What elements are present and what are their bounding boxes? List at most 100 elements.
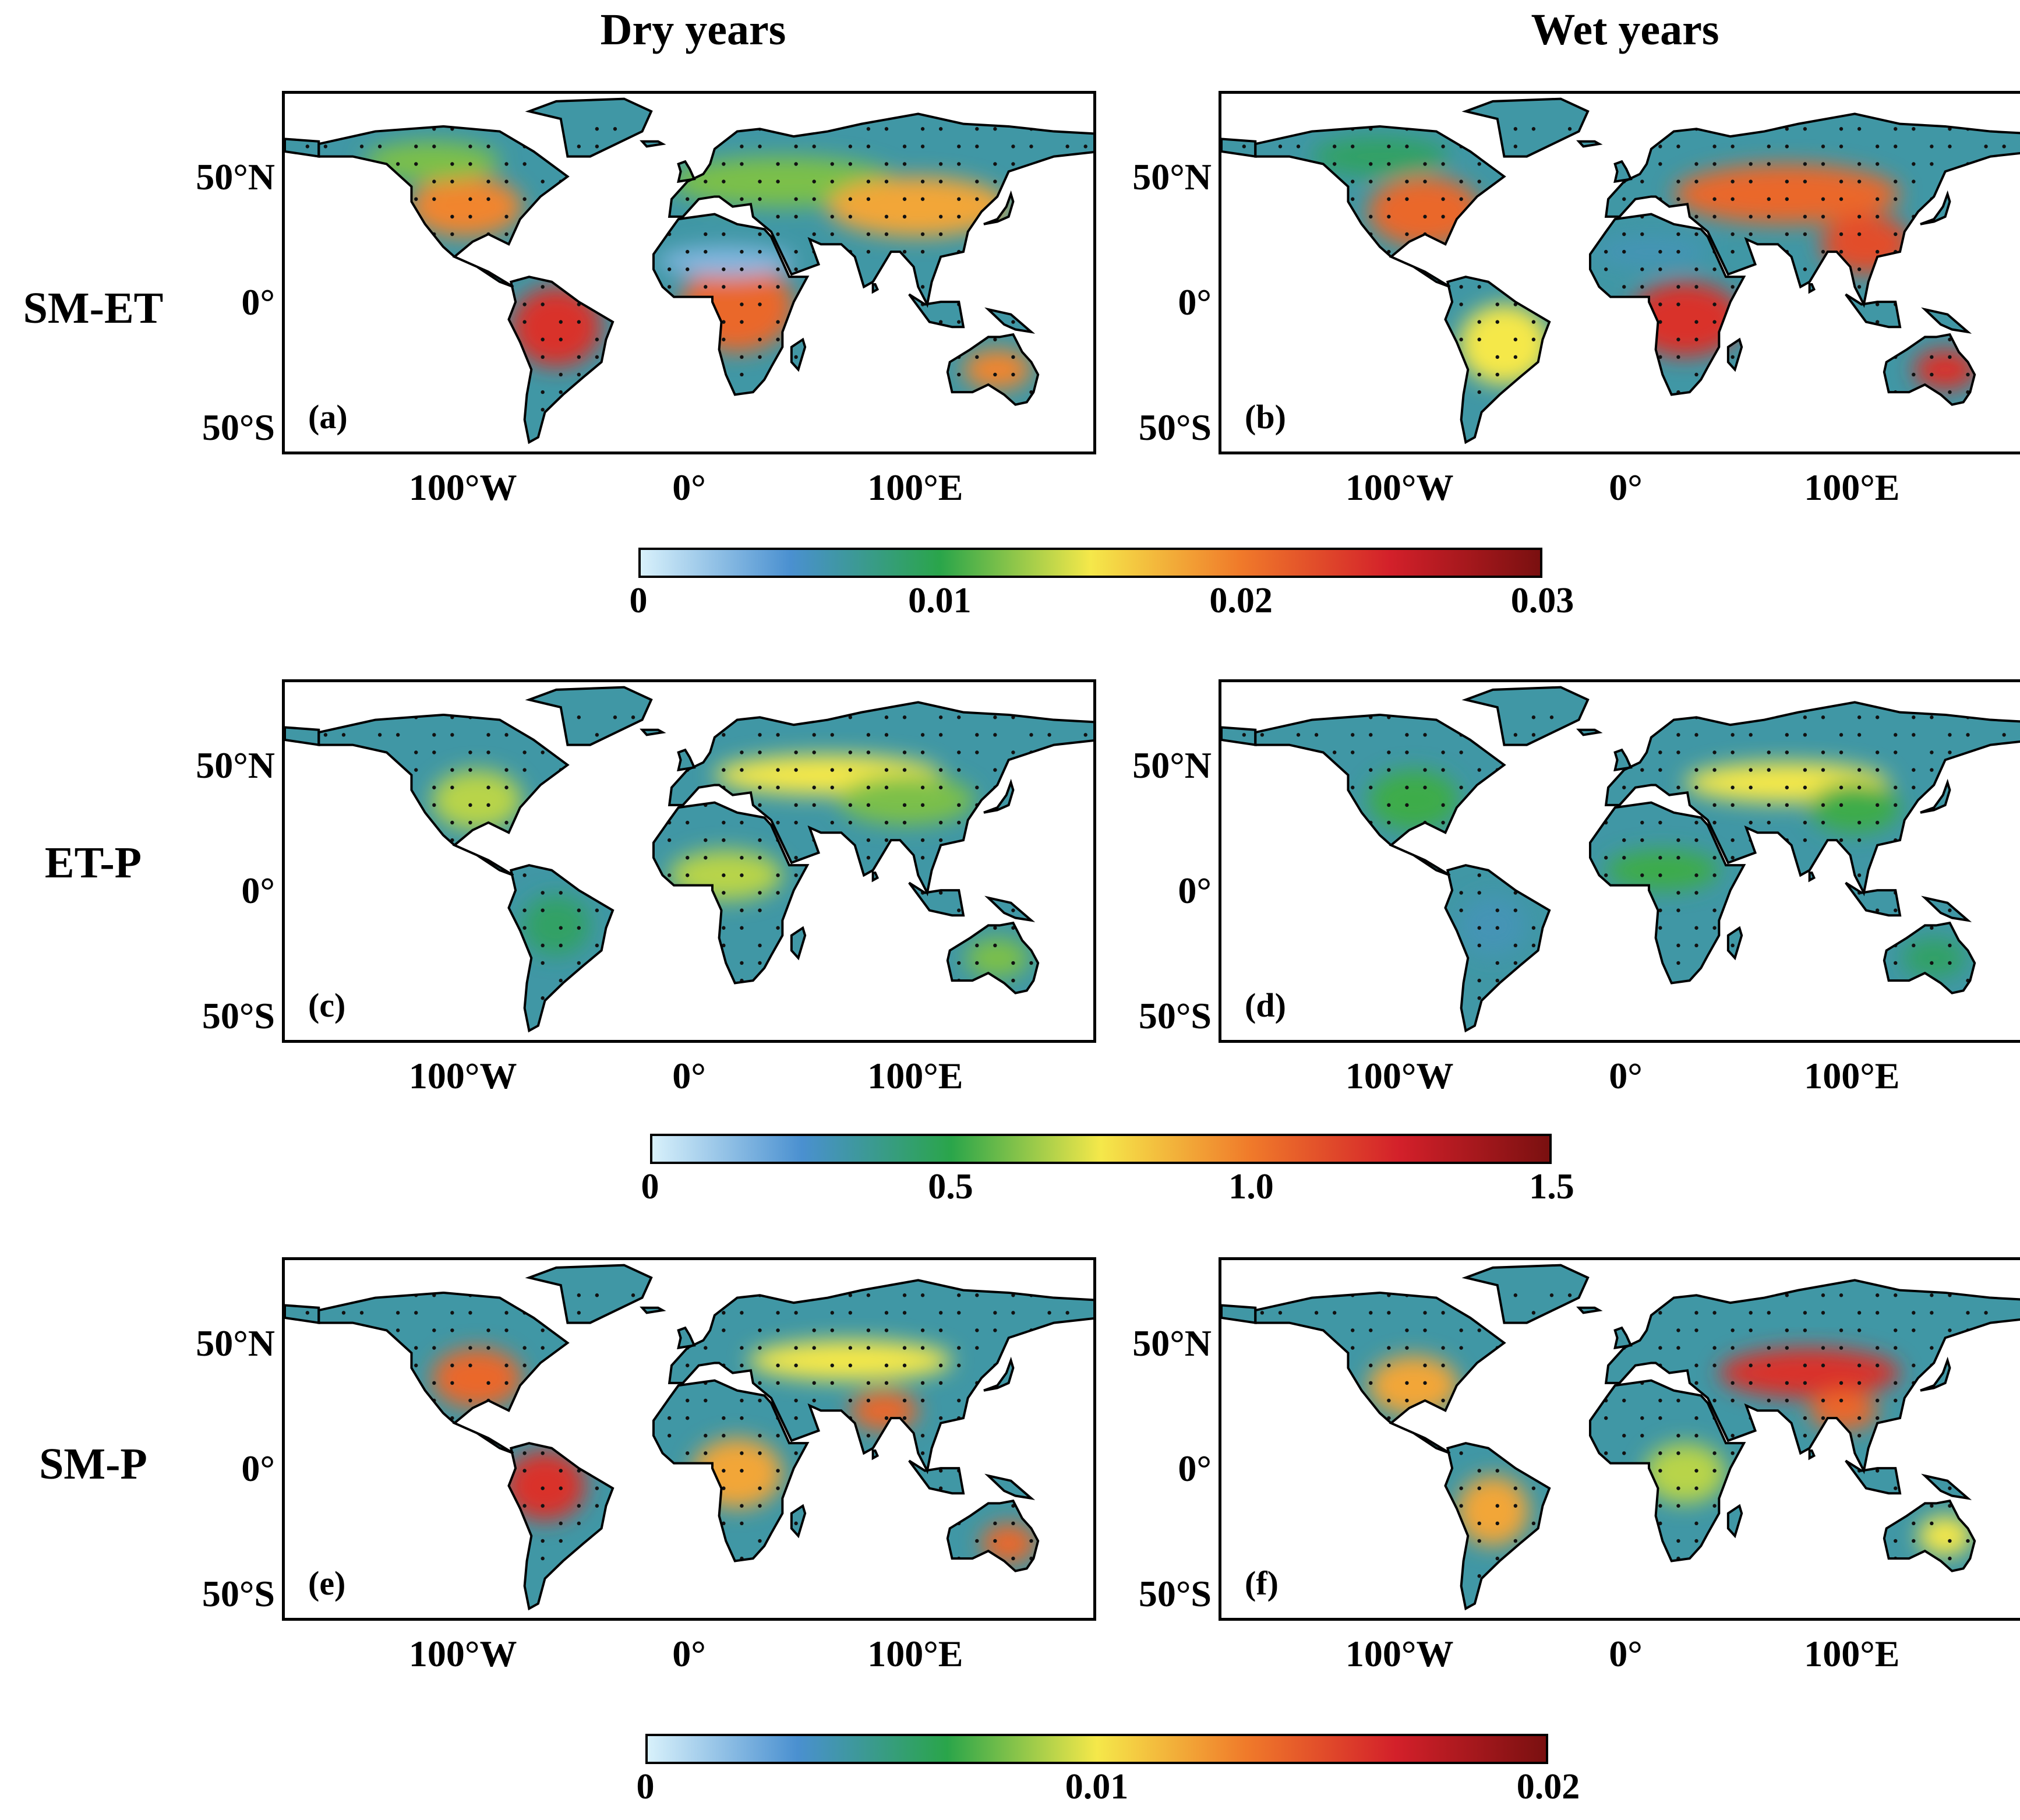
coastline <box>1920 778 1951 814</box>
significance-dot <box>1821 1014 1825 1018</box>
significance-dot <box>1948 908 1952 912</box>
panel-label: (d) <box>1245 986 1286 1024</box>
significance-dot <box>2002 1346 2006 1350</box>
significance-dot <box>341 1328 346 1332</box>
coastline <box>1883 1499 1976 1572</box>
significance-dot <box>595 785 599 789</box>
significance-dot <box>1567 1381 1572 1385</box>
significance-dot <box>1477 891 1481 895</box>
significance-dot <box>975 337 979 341</box>
significance-dot <box>1694 1434 1698 1438</box>
significance-dot <box>794 908 798 912</box>
significance-dot <box>812 1592 816 1596</box>
significance-dot <box>776 337 780 341</box>
significance-dot <box>1550 1609 1553 1613</box>
significance-dot <box>1369 1381 1373 1385</box>
significance-dot <box>812 1381 816 1385</box>
significance-dot <box>722 1416 726 1420</box>
significance-dot <box>1749 978 1753 983</box>
significance-dot <box>975 1434 979 1438</box>
significance-dot <box>450 996 454 1000</box>
significance-dot <box>866 1434 871 1438</box>
significance-dot <box>631 1469 635 1473</box>
significance-dot <box>504 1311 508 1315</box>
significance-dot <box>649 1346 654 1350</box>
significance-dot <box>902 1293 907 1297</box>
significance-dot <box>1278 320 1283 324</box>
significance-dot <box>1676 249 1680 254</box>
significance-dot <box>1731 1609 1734 1613</box>
significance-dot <box>1549 197 1554 201</box>
significance-dot <box>1495 302 1499 306</box>
significance-dot <box>595 1592 599 1596</box>
significance-dot <box>1423 768 1427 772</box>
significance-dot <box>613 838 617 842</box>
significance-dot <box>1875 1363 1880 1367</box>
significance-dot <box>1314 320 1319 324</box>
significance-dot <box>432 1609 436 1613</box>
significance-dot <box>1242 285 1246 289</box>
significance-dot <box>1930 144 1934 149</box>
significance-dot <box>1242 908 1246 912</box>
significance-dot <box>1423 1311 1427 1315</box>
significance-dot <box>649 197 654 201</box>
significance-dot <box>341 891 346 895</box>
significance-dot <box>1712 1451 1717 1455</box>
significance-dot <box>1585 1574 1590 1578</box>
significance-dot <box>377 856 382 860</box>
significance-dot <box>1676 961 1680 965</box>
significance-dot <box>1622 1556 1626 1561</box>
significance-dot <box>1531 320 1536 324</box>
significance-dot <box>1875 1398 1880 1403</box>
significance-dot <box>1477 1434 1481 1438</box>
significance-dot <box>1785 390 1789 394</box>
significance-dot <box>1749 162 1753 166</box>
significance-dot <box>1549 1574 1554 1578</box>
significance-dot <box>758 908 762 912</box>
significance-dot <box>1047 1363 1051 1367</box>
coastline <box>668 112 1093 308</box>
significance-dot <box>1531 873 1536 877</box>
significance-dot <box>1047 1521 1051 1526</box>
significance-dot <box>1966 873 1970 877</box>
significance-dot <box>414 302 418 306</box>
significance-dot <box>740 1311 744 1315</box>
significance-dot <box>541 1293 545 1297</box>
significance-dot <box>993 285 997 289</box>
significance-dot <box>1948 1014 1952 1018</box>
significance-dot <box>1604 1346 1608 1350</box>
significance-dot <box>1441 750 1445 754</box>
significance-dot <box>577 372 581 377</box>
significance-dot <box>704 1592 708 1596</box>
coastline <box>1254 1291 1506 1455</box>
significance-dot <box>1767 162 1771 166</box>
significance-dot <box>1242 891 1246 895</box>
significance-dot <box>1531 390 1536 394</box>
significance-dot <box>975 1451 979 1455</box>
significance-dot <box>1712 1346 1717 1350</box>
significance-dot <box>1260 733 1265 737</box>
significance-dot <box>1423 838 1427 842</box>
significance-dot <box>504 1416 508 1420</box>
significance-dot <box>1622 1486 1626 1490</box>
significance-dot <box>1296 785 1301 789</box>
significance-dot <box>559 425 563 429</box>
significance-dot <box>450 1469 454 1473</box>
significance-dot <box>1332 1574 1337 1578</box>
significance-dot <box>1640 996 1644 1000</box>
lon-tick-label: 100°W <box>1345 1633 1454 1674</box>
significance-dot <box>1513 408 1518 412</box>
significance-dot <box>414 1363 418 1367</box>
significance-dot <box>1948 803 1952 807</box>
significance-dot <box>1658 1416 1662 1420</box>
significance-dot <box>631 197 635 201</box>
significance-dot <box>938 162 943 166</box>
significance-dot <box>1875 1574 1880 1578</box>
significance-dot <box>1585 926 1590 930</box>
significance-dot <box>577 267 581 271</box>
significance-dot <box>1567 1346 1572 1350</box>
significance-dot <box>541 1328 545 1332</box>
significance-dot <box>1278 1504 1283 1508</box>
significance-dot <box>1567 891 1572 895</box>
significance-dot <box>1065 978 1069 983</box>
